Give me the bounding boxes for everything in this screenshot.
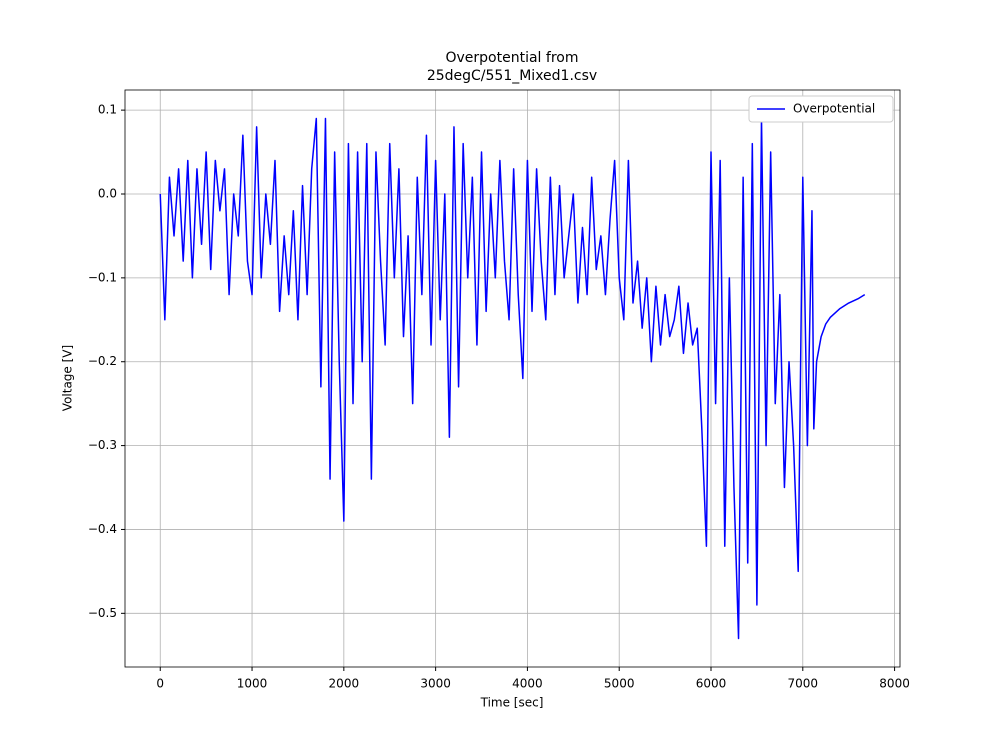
data-line — [159, 117, 866, 640]
x-tick-label: 0 — [156, 677, 164, 691]
chart-title: Overpotential from — [446, 50, 579, 66]
x-tick-label: 5000 — [604, 677, 635, 691]
x-tick-label: 1000 — [237, 677, 268, 691]
chart-title: 25degC/551_Mixed1.csv — [427, 68, 597, 84]
y-tick-label: −0.4 — [88, 522, 117, 536]
y-tick-label: 0.1 — [98, 103, 117, 117]
legend-label: Overpotential — [793, 102, 875, 116]
y-tick-label: −0.5 — [88, 606, 117, 620]
x-tick-label: 8000 — [879, 677, 910, 691]
y-tick-label: 0.0 — [98, 186, 117, 200]
x-tick-label: 3000 — [420, 677, 451, 691]
y-axis-label: Voltage [V] — [61, 345, 75, 411]
x-tick-label: 6000 — [696, 677, 727, 691]
y-tick-label: −0.3 — [88, 438, 117, 452]
x-tick-label: 7000 — [788, 677, 819, 691]
y-tick-label: −0.2 — [88, 354, 117, 368]
x-axis-label: Time [sec] — [480, 696, 544, 710]
x-tick-label: 2000 — [329, 677, 360, 691]
x-tick-label: 4000 — [512, 677, 543, 691]
plot-frame — [124, 89, 901, 668]
legend-box — [748, 95, 894, 123]
y-tick-label: −0.1 — [88, 270, 117, 284]
